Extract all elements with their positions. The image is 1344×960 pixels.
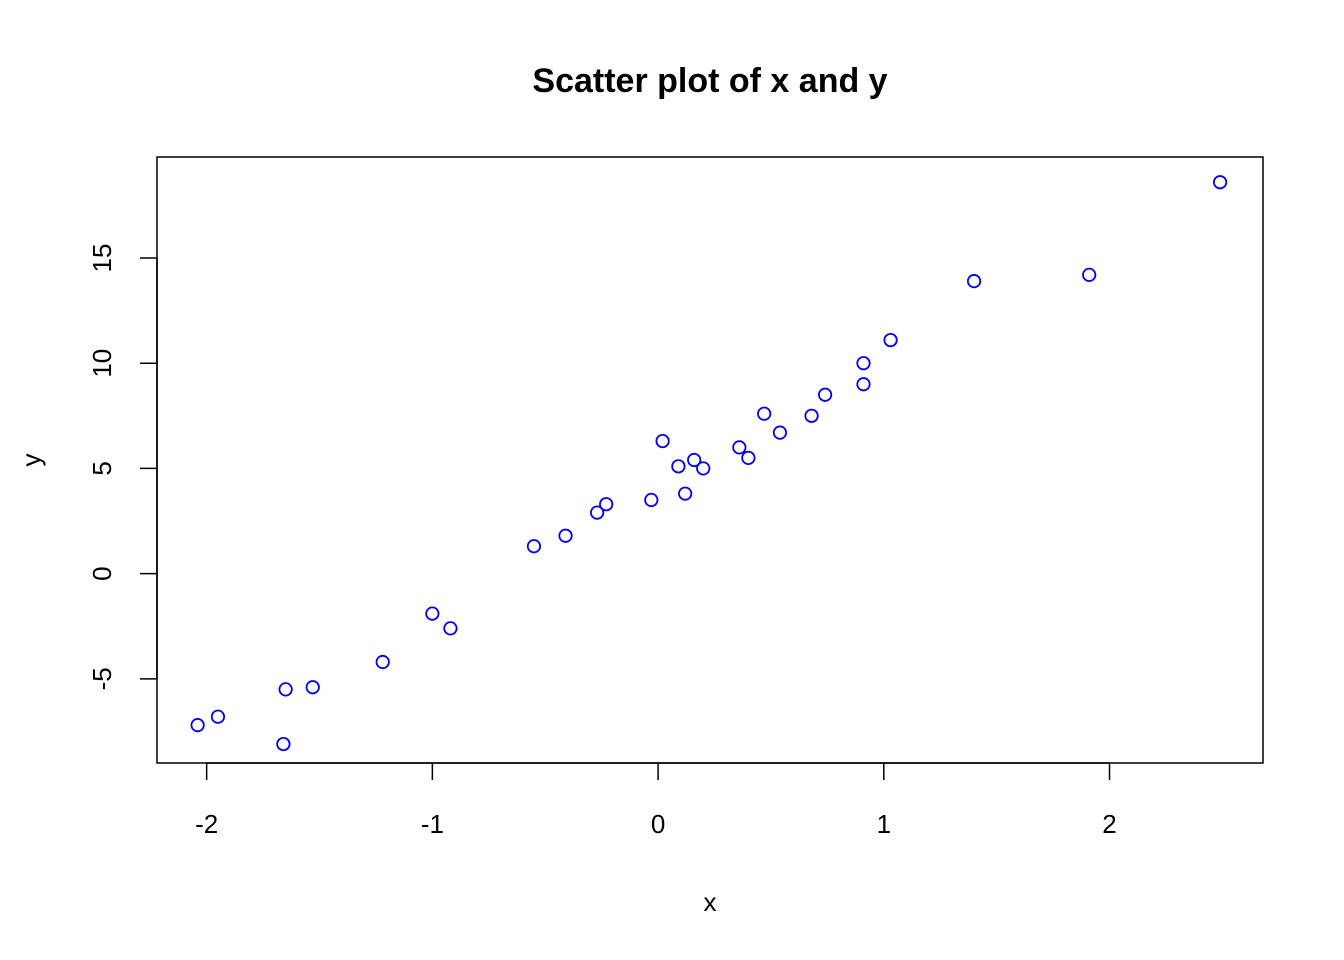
data-point: [1082, 267, 1097, 282]
data-point: [966, 274, 982, 289]
x-tick-label: -1: [421, 809, 444, 839]
x-axis: -2 -1 0 1 2: [195, 762, 1117, 839]
data-point: [210, 709, 226, 724]
data-points: [190, 175, 1228, 752]
x-axis-label: x: [704, 887, 717, 917]
data-point: [741, 450, 756, 465]
y-tick-label: 5: [87, 461, 117, 475]
data-point: [644, 492, 659, 508]
data-point: [732, 440, 747, 455]
data-point: [856, 356, 871, 371]
data-point: [818, 387, 833, 402]
data-point: [687, 452, 702, 468]
data-point: [305, 680, 320, 695]
data-point: [678, 486, 693, 501]
x-tick-label: 1: [877, 809, 891, 839]
x-tick-label: 2: [1102, 809, 1116, 839]
x-tick-label: 0: [651, 809, 665, 839]
data-point: [599, 497, 614, 512]
data-point: [804, 408, 819, 423]
data-point: [558, 528, 573, 543]
data-point: [443, 621, 458, 636]
data-point: [425, 606, 440, 621]
data-point: [856, 377, 871, 392]
data-point: [696, 461, 711, 476]
y-tick-label: -5: [87, 667, 117, 690]
data-point: [757, 406, 772, 421]
data-point: [526, 539, 542, 554]
data-point: [190, 718, 205, 733]
y-axis-label: y: [16, 454, 46, 467]
y-axis: -5 0 5 10 15: [87, 244, 158, 690]
data-point: [276, 736, 291, 752]
data-point: [278, 682, 293, 697]
y-tick-label: 0: [87, 566, 117, 580]
y-tick-label: 15: [87, 244, 117, 273]
data-point: [772, 425, 788, 440]
data-point: [1213, 175, 1228, 190]
data-point: [375, 654, 390, 670]
y-tick-label: 10: [87, 349, 117, 378]
data-point: [883, 332, 898, 348]
plot-frame: [156, 156, 1264, 764]
data-point: [671, 459, 686, 474]
data-point: [590, 505, 605, 520]
x-tick-label: -2: [195, 809, 218, 839]
data-point: [655, 433, 670, 449]
chart-title: Scatter plot of x and y: [532, 62, 887, 100]
